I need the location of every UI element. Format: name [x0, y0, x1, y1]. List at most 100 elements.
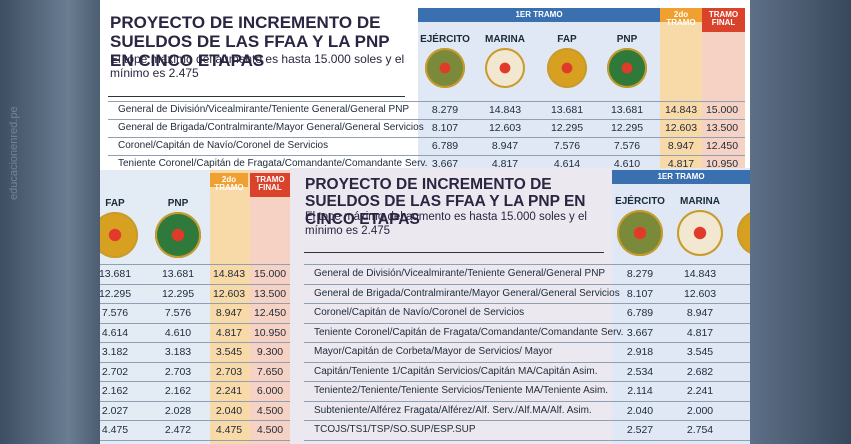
cell-value: 8.279	[431, 104, 459, 116]
row-rule	[108, 155, 745, 156]
column-name: PNP	[616, 34, 638, 45]
emblem	[155, 212, 201, 258]
title: PROYECTO DE INCREMENTO DE SUELDOS DE LAS…	[110, 13, 390, 71]
row-rule	[100, 342, 290, 343]
cell-value: 7.576	[164, 307, 192, 319]
cell-value: 8.947	[491, 140, 519, 152]
cell-value: 4.614	[553, 158, 581, 170]
group-header: 2do TRAMO	[660, 8, 702, 27]
emblem	[425, 48, 465, 88]
row-rule	[100, 400, 290, 402]
rank-label: Subteniente/Alférez Fragata/Alférez/Alf.…	[314, 404, 592, 416]
cell-value: 13.500	[253, 287, 287, 300]
rank-label: General de Brigada/Contralmirante/Mayor …	[118, 122, 424, 133]
cell-value: 12.295	[100, 287, 132, 300]
cell-value: 2.241	[686, 385, 714, 397]
right-panel: 1ER TRAMO PROYECTO DE INCREMENTO DE SUELD…	[290, 168, 750, 444]
emblem	[617, 210, 663, 256]
col-bg	[250, 170, 290, 444]
row-rule	[100, 439, 290, 441]
cell-value: 2.162	[164, 385, 192, 397]
title: PROYECTO DE INCREMENTO DE SUELDOS DE LAS…	[305, 176, 586, 228]
cell-value: 12.450	[705, 140, 739, 152]
rank-label: TCOJS/TS1/TSP/SO.SUP/ESP.SUP	[314, 424, 476, 435]
cell-value: 12.295	[161, 287, 195, 300]
cell-value: 13.681	[610, 104, 644, 116]
cell-value: 12.603	[683, 287, 717, 300]
cell-value: 2.241	[215, 385, 243, 397]
cell-value: 6.789	[431, 140, 459, 152]
cell-value: 12.603	[212, 287, 246, 300]
row-rule	[100, 303, 290, 304]
rule	[304, 252, 604, 253]
col-bg	[612, 168, 750, 444]
column-name: EJÉRCITO	[615, 196, 665, 207]
column-name: MARINA	[680, 196, 720, 207]
cell-value: 2.472	[164, 424, 192, 436]
row-rule	[304, 342, 750, 343]
cell-value: 2.040	[215, 404, 243, 417]
watermark: educacionenred.pe	[8, 106, 20, 200]
cell-value: 2.027	[101, 404, 129, 417]
top-panel: 1ER TRAMO 2do TRAMO TRAMO FINAL PROYECTO DE…	[100, 0, 750, 170]
cell-value: 4.817	[667, 158, 695, 170]
cell-value: 8.947	[667, 140, 695, 152]
cell-value: 4.610	[613, 158, 641, 170]
left-panel: 2do TRAMO TRAMO FINAL FAP PNP 13.681 13.681 14…	[100, 170, 290, 444]
cell-value: 6.789	[626, 307, 654, 319]
cell-value: 7.576	[101, 307, 129, 319]
cell-value: 8.107	[626, 287, 654, 300]
cell-value: 8.107	[431, 122, 459, 134]
cell-value: 7.576	[553, 140, 581, 152]
rule	[108, 96, 405, 97]
col-bg	[660, 8, 702, 170]
cell-value: 7.576	[613, 140, 641, 152]
cell-value: 2.702	[101, 365, 129, 378]
column-name: FAP	[105, 198, 125, 209]
row-rule	[100, 381, 290, 382]
group-header: 1ER TRAMO	[418, 8, 660, 22]
rank-label: Capitán/Teniente 1/Capitán Servicios/Cap…	[314, 365, 598, 377]
cell-value: 3.545	[686, 346, 714, 358]
row-rule	[304, 303, 750, 304]
cell-value: 10.950	[253, 326, 287, 339]
rank-label: Teniente Coronel/Capitán de Fragata/Coma…	[314, 326, 624, 338]
row-rule	[100, 283, 290, 285]
group-header: TRAMO FINAL	[702, 8, 745, 32]
row-rule	[108, 137, 745, 138]
cell-value: 2.703	[164, 365, 192, 378]
cell-value: 4.475	[215, 424, 243, 436]
emblem	[485, 48, 525, 88]
cell-value: 12.603	[664, 122, 698, 134]
group-header: 1ER TRAMO	[612, 170, 750, 184]
group-header: 2do TRAMO	[210, 173, 248, 192]
rank-label: General de División/Vicealmirante/Tenien…	[118, 104, 410, 115]
cell-value: 8.279	[626, 268, 654, 280]
cell-value: 2.918	[626, 346, 654, 358]
cell-value: 12.295	[610, 122, 644, 134]
cell-value: 3.667	[431, 158, 459, 170]
row-rule	[100, 322, 290, 324]
cell-value: 2.162	[101, 385, 129, 397]
cell-value: 2.754	[686, 424, 714, 436]
col-bg	[210, 170, 250, 444]
row-rule	[304, 322, 750, 324]
cell-value: 8.947	[215, 307, 243, 319]
cell-value: 3.183	[164, 346, 192, 358]
rank-label: General de División/Vicealmirante/Tenien…	[314, 268, 606, 279]
cell-value: 2.000	[686, 404, 714, 417]
cell-value: 2.028	[164, 404, 192, 417]
cell-value: 2.114	[627, 385, 653, 397]
rank-label: Coronel/Capitán de Navío/Coronel de Serv…	[314, 307, 525, 318]
cell-value: 8.947	[686, 307, 714, 319]
cell-value: 2.703	[215, 365, 243, 378]
column-name: PNP	[167, 198, 189, 209]
rank-label: Mayor/Capitán de Corbeta/Mayor de Servic…	[314, 346, 553, 357]
cell-value: 2.527	[626, 424, 654, 436]
cell-value: 14.843	[664, 104, 698, 116]
cell-value: 14.843	[683, 268, 717, 280]
row-rule	[304, 400, 750, 402]
cell-value: 9.300	[256, 346, 284, 358]
cell-value: 2.682	[686, 365, 714, 378]
